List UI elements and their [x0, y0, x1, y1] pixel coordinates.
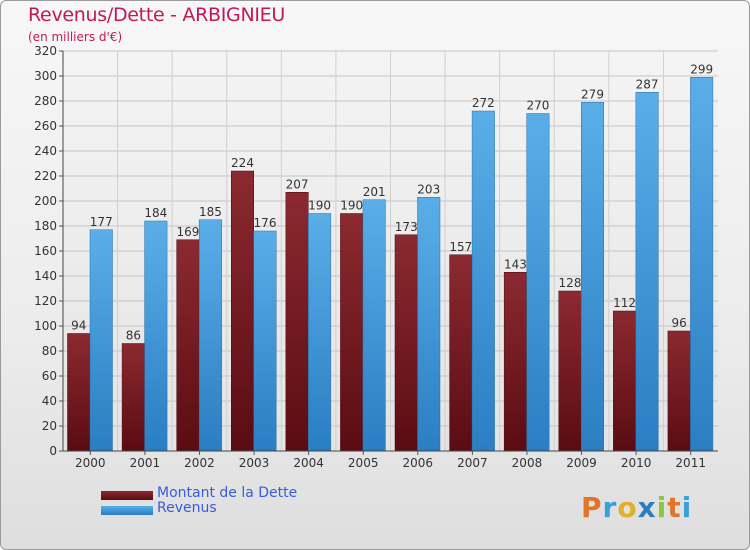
- chart-subtitle: (en milliers d'€): [28, 30, 123, 44]
- bar-debt: [231, 170, 254, 452]
- x-tick-label: 2010: [621, 456, 652, 470]
- x-tick-label: 2009: [566, 456, 597, 470]
- x-tick-label: 2006: [403, 456, 434, 470]
- data-label-revenus: 272: [472, 96, 495, 110]
- logo-letter: i: [656, 491, 668, 524]
- x-tick-label: 2004: [293, 456, 324, 470]
- y-tick-label: 60: [42, 369, 57, 383]
- logo-letter: r: [602, 491, 618, 524]
- legend-swatch-revenus: [101, 506, 153, 515]
- data-label-revenus: 299: [690, 62, 713, 76]
- y-tick-label: 100: [34, 319, 57, 333]
- bar-revenus: [144, 220, 168, 452]
- logo-letter: P: [581, 491, 603, 524]
- data-label-debt: 224: [231, 156, 254, 170]
- bar-revenus: [417, 197, 441, 452]
- bar-revenus: [308, 213, 332, 452]
- bar-debt: [558, 290, 582, 452]
- y-tick-label: 20: [42, 419, 57, 433]
- bar-debt: [613, 310, 637, 452]
- data-label-debt: 86: [126, 329, 141, 343]
- y-tick-label: 300: [34, 69, 57, 83]
- data-label-debt: 96: [672, 316, 687, 330]
- bar-revenus: [471, 110, 495, 452]
- bar-debt: [449, 254, 473, 452]
- data-label-revenus: 177: [90, 215, 113, 229]
- proxiti-logo: Proxiti: [581, 491, 692, 524]
- axis-layer: 0 20 40 60 80 100 120 140 160 180 200 220 240 260 280 3…: [34, 44, 718, 470]
- bars-layer: [67, 77, 714, 452]
- y-tick-label: 180: [34, 219, 57, 233]
- bar-revenus: [526, 113, 550, 452]
- data-label-debt: 190: [340, 199, 363, 213]
- x-tick-label: 2005: [348, 456, 379, 470]
- data-label-revenus: 279: [581, 87, 604, 101]
- y-tick-label: 140: [34, 269, 57, 283]
- logo-letter: o: [617, 491, 638, 524]
- data-label-revenus: 203: [417, 182, 440, 196]
- x-tick-label: 2000: [75, 456, 106, 470]
- x-tick-label: 2002: [184, 456, 215, 470]
- y-tick-label: 160: [34, 244, 57, 258]
- bar-revenus: [362, 199, 386, 452]
- y-tick-label: 40: [42, 394, 57, 408]
- y-tick-label: 260: [34, 119, 57, 133]
- bar-debt: [285, 192, 309, 452]
- data-label-revenus: 184: [144, 206, 167, 220]
- y-tick-label: 80: [42, 344, 57, 358]
- bar-debt: [503, 272, 527, 452]
- data-label-debt: 94: [71, 319, 86, 333]
- data-label-debt: 157: [449, 240, 472, 254]
- data-label-revenus: 185: [199, 205, 222, 219]
- y-tick-label: 0: [49, 444, 57, 458]
- bar-debt: [667, 330, 691, 452]
- logo-letter: i: [681, 491, 693, 524]
- bar-debt: [340, 213, 364, 452]
- logo-letter: x: [637, 491, 657, 524]
- data-label-revenus: 287: [636, 77, 659, 91]
- data-label-debt: 112: [613, 296, 636, 310]
- bar-revenus: [690, 77, 714, 452]
- data-label-debt: 143: [504, 257, 527, 271]
- data-label-debt: 207: [286, 177, 309, 191]
- y-tick-label: 120: [34, 294, 57, 308]
- y-tick-label: 320: [34, 44, 57, 58]
- legend-label-revenus: Revenus: [157, 500, 217, 516]
- data-label-revenus: 176: [254, 216, 277, 230]
- logo-letter: t: [667, 491, 682, 524]
- bar-revenus: [581, 102, 604, 452]
- bar-revenus: [635, 92, 659, 452]
- y-tick-label: 220: [34, 169, 57, 183]
- bar-debt: [67, 333, 91, 452]
- data-label-revenus: 201: [363, 185, 386, 199]
- bar-debt: [394, 234, 418, 452]
- bar-revenus: [198, 219, 222, 452]
- x-tick-label: 2008: [512, 456, 543, 470]
- data-label-revenus: 190: [308, 199, 331, 213]
- data-label-debt: 128: [559, 276, 582, 290]
- bar-debt: [121, 343, 145, 452]
- bar-revenus: [253, 230, 277, 452]
- x-tick-label: 2001: [130, 456, 161, 470]
- y-tick-label: 200: [34, 194, 57, 208]
- x-tick-label: 2007: [457, 456, 488, 470]
- data-label-debt: 173: [395, 220, 418, 234]
- x-tick-label: 2011: [675, 456, 706, 470]
- y-tick-label: 240: [34, 144, 57, 158]
- x-tick-label: 2003: [239, 456, 270, 470]
- legend-swatch-debt: [101, 491, 153, 500]
- grid-layer: [63, 50, 718, 452]
- legend-label-debt: Montant de la Dette: [157, 485, 298, 501]
- y-tick-label: 280: [34, 94, 57, 108]
- bar-revenus: [89, 229, 113, 452]
- bar-debt: [176, 239, 200, 452]
- data-label-revenus: 270: [526, 99, 549, 113]
- data-label-debt: 169: [176, 225, 199, 239]
- chart-title: Revenus/Dette - ARBIGNIEU: [28, 4, 285, 26]
